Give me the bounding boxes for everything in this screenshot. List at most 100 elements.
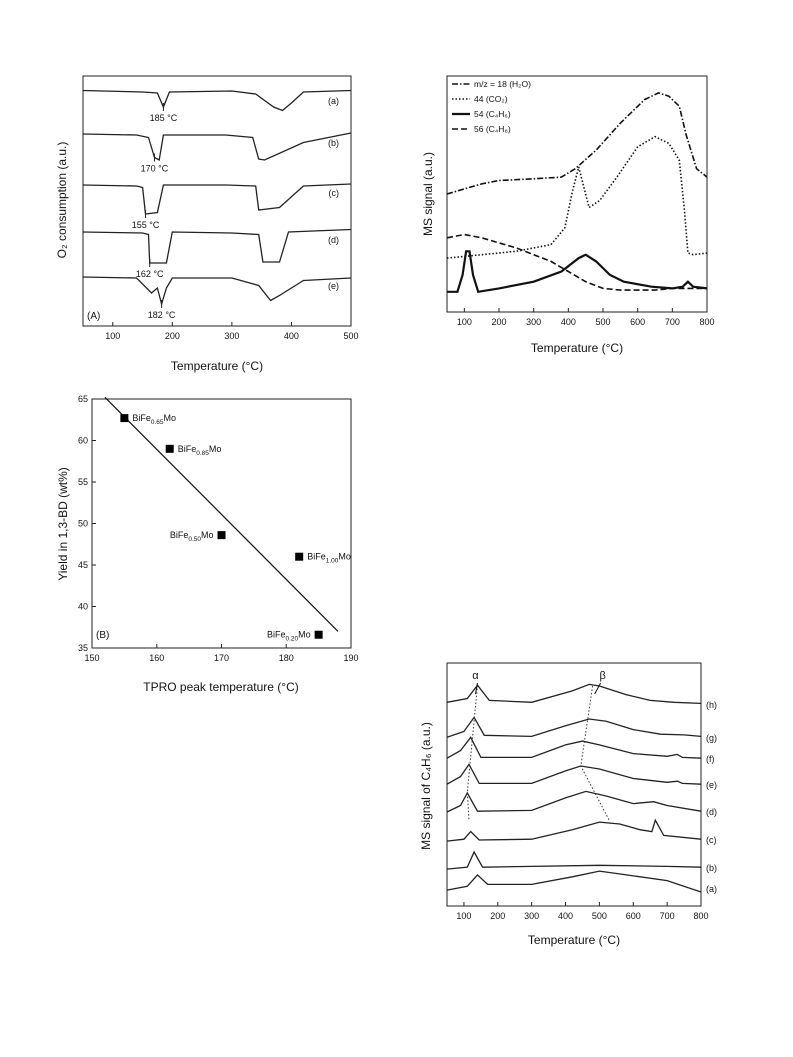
panel-c4h6-x-tick-label: 400 (558, 911, 573, 921)
panel-a-peak-label: 170 °C (141, 164, 169, 174)
panel-a-x-tick-label: 500 (343, 331, 358, 341)
panel-c4h6-series-label: (c) (706, 835, 717, 845)
panel-b-y-tick-label: 50 (78, 519, 88, 529)
panel-c4h6-x-ticks: 100 200 300 400 500 600 700 800 (456, 902, 709, 921)
panel-c4h6-curve-h (446, 683, 702, 705)
panel-c4h6-curve-g (446, 716, 702, 738)
panel-b-y-tick-label: 55 (78, 477, 88, 487)
panel-b-data-point (120, 414, 129, 423)
panel-c4h6-series-label: (h) (706, 700, 717, 710)
panel-ms-x-tick-label: 600 (630, 317, 645, 327)
panel-a-x-tick-label: 400 (284, 331, 299, 341)
panel-c4h6-series-label: (e) (706, 780, 717, 790)
panel-b-y-tick-label: 65 (78, 394, 88, 404)
panel-c4h6-x-tick-label: 500 (592, 911, 607, 921)
beta-label: β (599, 670, 605, 682)
panel-a-frame (82, 75, 352, 327)
legend-entry: 56 (C₄H₈) (474, 124, 511, 134)
panel-b-point-label: BiFe0.50Mo (170, 530, 214, 543)
panel-b-data-point (165, 444, 174, 453)
panel-b-points: BiFe0.65Mo BiFe0.85Mo BiFe0.50Mo BiFe1.00Mo… (120, 413, 351, 643)
panel-c4h6-ylabel: MS signal of C₄H₆ (a.u.) (419, 722, 433, 850)
panel-c4h6-series-label: (g) (706, 733, 717, 743)
panel-ms-x-ticks: 100 200 300 400 500 600 700 800 (457, 308, 715, 327)
panel-b-label: (B) (96, 630, 109, 641)
panel-b-fit (104, 396, 339, 632)
panel-b-point-label: BiFe0.85Mo (178, 444, 222, 457)
panel-b: 150 160 170 180 190 35 40 45 50 55 60 65 BiFe0.65Mo… (56, 394, 359, 694)
panel-b-x-tick-label: 190 (343, 653, 358, 663)
panel-a-peak-label: 185 °C (150, 113, 178, 123)
panel-b-x-tick-label: 180 (279, 653, 294, 663)
panel-c4h6-curve-c (446, 818, 702, 842)
panel-b-data-point (295, 552, 304, 561)
panel-c4h6-x-tick-label: 600 (626, 911, 641, 921)
panel-a-label: (A) (87, 311, 100, 322)
panel-ms-x-tick-label: 500 (595, 317, 610, 327)
panel-a-curve-e (82, 276, 352, 307)
beta-guide-line (580, 685, 611, 822)
panel-c4h6-xlabel: Temperature (°C) (528, 933, 620, 947)
panel-a-curves: (a) 185 °C (b) 170 °C (c) 155 °C (d) 162 °C (e) 1… (82, 89, 352, 320)
panel-b-point-label: BiFe1.00Mo (307, 552, 351, 565)
panel-a-x-tick-label: 300 (224, 331, 239, 341)
panel-ms-x-tick-label: 400 (561, 317, 576, 327)
panel-a-x-tick-label: 200 (165, 331, 180, 341)
panel-b-y-tick-label: 45 (78, 560, 88, 570)
alpha-guide-line (466, 685, 478, 821)
panel-b-fit-line (104, 396, 339, 632)
panel-b-y-tick-label: 40 (78, 602, 88, 612)
panel-c4h6-x-tick-label: 200 (490, 911, 505, 921)
panel-ms-ylabel: MS signal (a.u.) (421, 152, 435, 236)
panel-a-series-label: (b) (328, 138, 339, 148)
panel-ms-xlabel: Temperature (°C) (531, 341, 623, 355)
legend-entry: m/z = 18 (H₂O) (474, 79, 531, 89)
panel-ms-legend: m/z = 18 (H₂O) 44 (CO₂) 54 (C₄H₆) 56 (C₄H₈) (452, 79, 531, 134)
panel-b-frame (91, 398, 352, 649)
panel-a-curve-a (82, 89, 352, 112)
panel-b-y-tick-label: 60 (78, 436, 88, 446)
panel-c4h6-curve-f (446, 736, 702, 759)
panel-a-xlabel: Temperature (°C) (171, 359, 263, 373)
panel-ms-x-tick-label: 300 (526, 317, 541, 327)
legend-entry: 44 (CO₂) (474, 94, 508, 104)
panel-b-point-label: BiFe0.20Mo (267, 630, 311, 643)
panel-a-curve-d (82, 228, 352, 264)
panel-a-curve-c (82, 183, 352, 215)
panel-a-x-tick-label: 100 (105, 331, 120, 341)
panel-ms-series-4 (446, 233, 707, 291)
panel-c4h6-x-tick-label: 300 (524, 911, 539, 921)
panel-b-x-tick-label: 150 (84, 653, 99, 663)
beta-arrow (594, 682, 602, 695)
panel-a-x-ticks: 100 200 300 400 500 (105, 322, 359, 341)
panel-c4h6-curve-e (446, 763, 702, 785)
panel-c4h6-x-tick-label: 700 (660, 911, 675, 921)
panel-ms-x-tick-label: 100 (457, 317, 472, 327)
panel-c4h6-curve-a (446, 870, 702, 893)
panel-ms-x-tick-label: 700 (665, 317, 680, 327)
panel-b-data-point (314, 630, 323, 639)
panel-b-ticks: 150 160 170 180 190 35 40 45 50 55 60 65 (78, 394, 359, 663)
panel-ms-series-1 (446, 92, 708, 195)
panel-a-series-label: (a) (328, 96, 339, 106)
panel-a: (a) 185 °C (b) 170 °C (c) 155 °C (d) 162 °C (e) 1… (55, 75, 359, 373)
panel-ms: 100 200 300 400 500 600 700 800 m/z = 18 (H₂O) 4… (421, 75, 715, 355)
panel-c4h6-series-label: (d) (706, 807, 717, 817)
panel-a-peak-label: 182 °C (148, 310, 176, 320)
panel-a-ylabel: O₂ consumption (a.u.) (55, 142, 69, 259)
alpha-label: α (472, 670, 479, 682)
panel-c4h6-curve-b (446, 850, 702, 870)
panel-ms-x-tick-label: 800 (699, 317, 714, 327)
panel-c4h6-series-label: (a) (706, 884, 717, 894)
panel-b-x-tick-label: 160 (149, 653, 164, 663)
panel-c4h6-curves: (h) (g) (f) (e) (d) (c) (b) (a) (446, 683, 717, 894)
alpha-arrow (474, 682, 478, 695)
panel-c4h6-x-tick-label: 800 (693, 911, 708, 921)
panel-a-peak-label: 155 °C (132, 220, 160, 230)
panel-b-point-label: BiFe0.65Mo (132, 413, 176, 426)
panel-c4h6-curve-d (446, 790, 702, 813)
panel-a-series-label: (c) (329, 188, 340, 198)
